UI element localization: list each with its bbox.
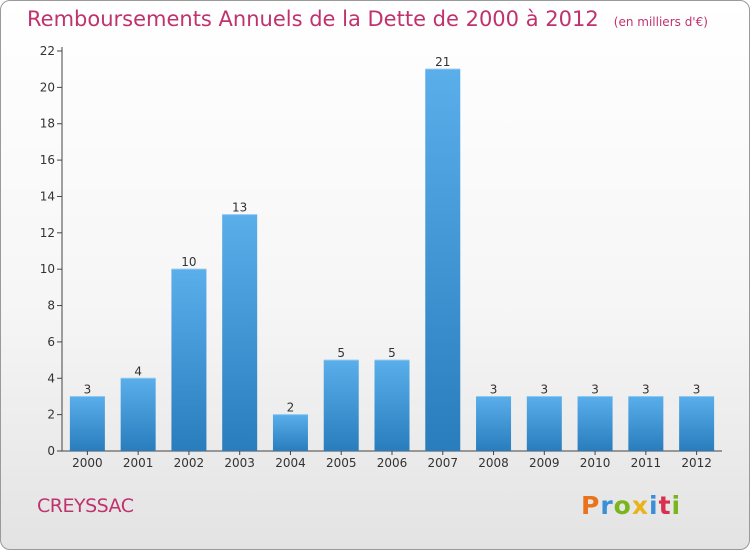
x-tick-label: 2008 — [478, 456, 509, 470]
y-tick-label: 14 — [40, 189, 55, 203]
x-tick-label: 2000 — [72, 456, 103, 470]
bar — [628, 396, 664, 451]
bar-value-label: 3 — [84, 382, 92, 396]
bar — [425, 69, 461, 451]
bar — [69, 396, 105, 451]
bar — [526, 396, 562, 451]
bar-value-label: 10 — [181, 255, 196, 269]
bar-value-label: 5 — [388, 346, 396, 360]
bar — [222, 214, 258, 451]
logo-letter: x — [631, 491, 649, 520]
bar — [679, 396, 715, 451]
logo-letter: i — [671, 491, 682, 520]
chart-unit-label: (en milliers d'€) — [613, 15, 708, 29]
x-tick-label: 2007 — [427, 456, 458, 470]
bar-value-label: 3 — [591, 382, 599, 396]
bar-value-label: 3 — [540, 382, 548, 396]
y-tick-label: 8 — [47, 299, 55, 313]
bar — [323, 360, 359, 451]
bar-value-label: 5 — [337, 346, 345, 360]
y-tick-label: 16 — [40, 153, 55, 167]
logo-letter: r — [600, 491, 614, 520]
bar — [476, 396, 512, 451]
bar — [272, 414, 308, 451]
logo-letter: i — [649, 491, 659, 520]
x-tick-label: 2012 — [681, 456, 712, 470]
x-tick-label: 2004 — [275, 456, 306, 470]
x-tick-label: 2006 — [377, 456, 408, 470]
logo-letter: o — [613, 491, 632, 520]
bar-value-label: 4 — [134, 364, 142, 378]
commune-name: CREYSSAC — [37, 495, 134, 517]
proxiti-logo: Proxiti — [581, 491, 681, 520]
y-tick-label: 20 — [40, 80, 55, 94]
y-tick-label: 18 — [40, 117, 55, 131]
chart-title: Remboursements Annuels de la Dette de 20… — [27, 7, 599, 31]
bar — [171, 269, 207, 451]
bar-value-label: 3 — [642, 382, 650, 396]
bar — [374, 360, 410, 451]
x-tick-label: 2005 — [326, 456, 357, 470]
y-tick-label: 22 — [40, 44, 55, 58]
y-tick-label: 12 — [40, 226, 55, 240]
bar-value-label: 3 — [693, 382, 701, 396]
bar-value-label: 2 — [287, 401, 295, 415]
y-axis: 0 2 4 6 8 10 12 14 16 18 20 22 — [40, 44, 63, 458]
x-tick-label: 2002 — [174, 456, 205, 470]
bar-value-label: 3 — [490, 382, 498, 396]
bar — [577, 396, 613, 451]
x-tick-label: 2009 — [529, 456, 560, 470]
y-tick-label: 0 — [47, 444, 55, 458]
y-tick-label: 2 — [47, 408, 55, 422]
y-tick-label: 10 — [40, 262, 55, 276]
bars-group: 3 4 10 13 2 5 5 21 3 3 3 3 3 — [69, 55, 715, 451]
bar-value-label: 13 — [232, 201, 247, 215]
x-tick-label: 2003 — [224, 456, 255, 470]
bar — [120, 378, 156, 451]
logo-letter: P — [581, 491, 601, 520]
logo-letter: t — [658, 491, 672, 520]
bar-value-label: 21 — [435, 55, 450, 69]
x-tick-label: 2011 — [631, 456, 662, 470]
y-tick-label: 6 — [47, 335, 55, 349]
x-tick-label: 2001 — [123, 456, 154, 470]
title-row: Remboursements Annuels de la Dette de 20… — [27, 7, 708, 31]
x-tick-label: 2010 — [580, 456, 611, 470]
y-tick-label: 4 — [47, 371, 55, 385]
x-axis: 2000 2001 2002 2003 2004 2005 2006 2007 2008 2009… — [62, 450, 722, 470]
